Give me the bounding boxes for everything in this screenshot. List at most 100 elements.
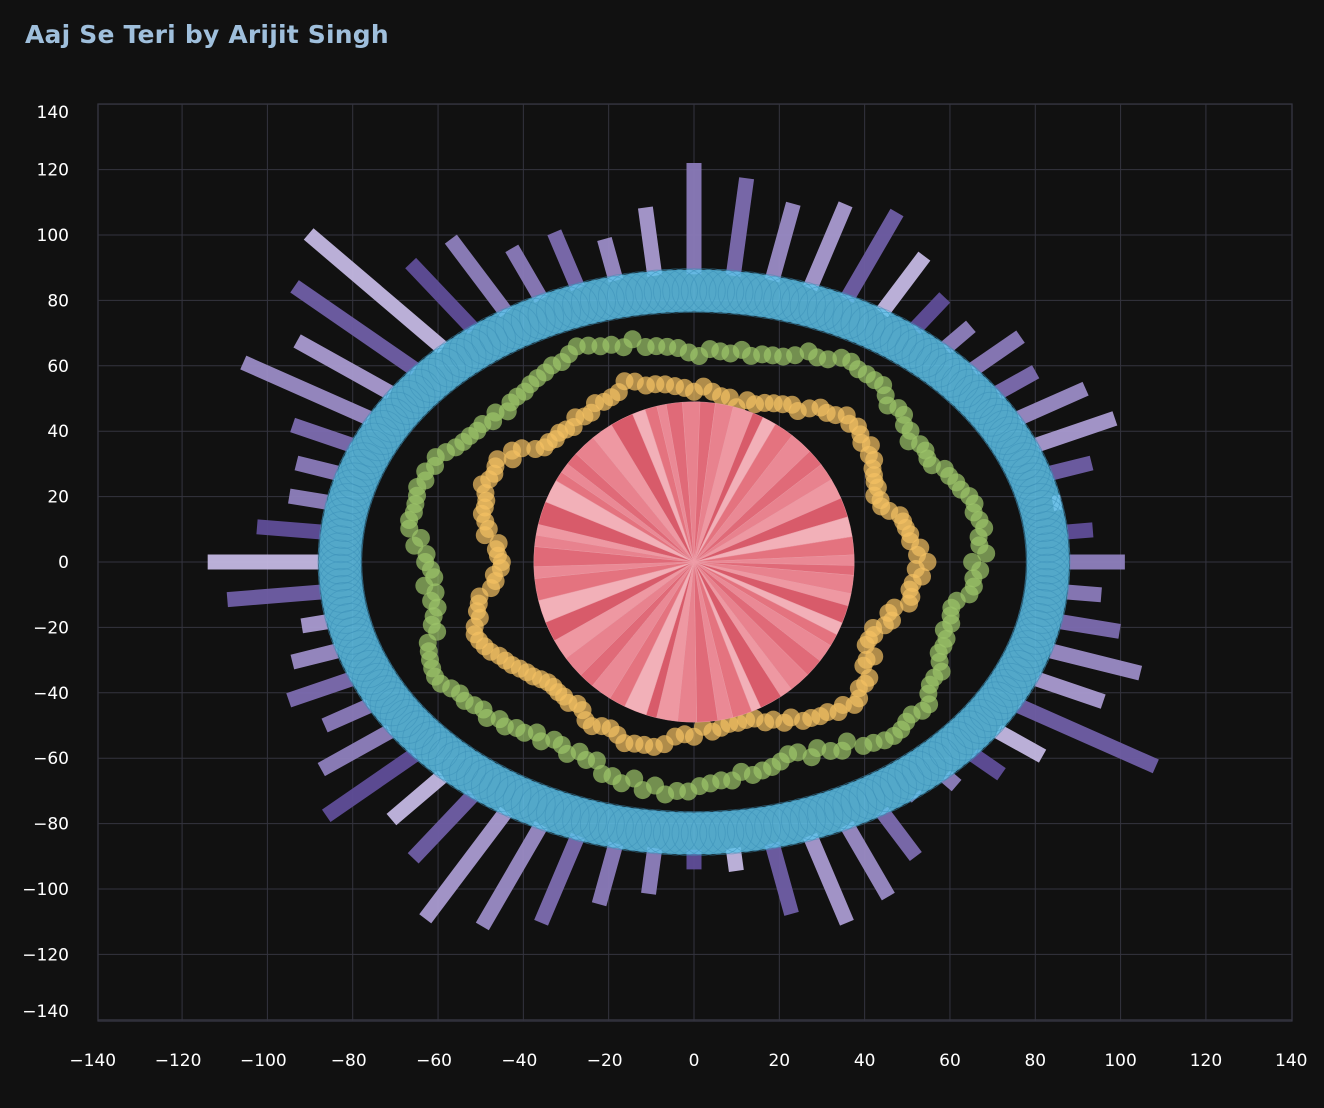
- radial-bar: [840, 208, 904, 303]
- blue-ring-point: [987, 416, 1032, 462]
- radial-bar: [840, 821, 895, 901]
- radial-bar: [303, 228, 448, 354]
- blue-ring-point: [1019, 490, 1065, 535]
- radial-bar: [300, 614, 329, 634]
- radial-bar: [725, 177, 755, 277]
- ring-dot: [532, 732, 551, 751]
- blue-ring-point: [815, 291, 861, 337]
- chart-title: Aaj Se Teri by Arijit Singh: [25, 20, 389, 49]
- blue-ring-point: [625, 270, 671, 316]
- blue-ring-point: [887, 754, 932, 800]
- blue-ring-point: [463, 320, 509, 365]
- blue-ring-point: [1025, 546, 1071, 592]
- ring-dot: [788, 743, 807, 762]
- blue-ring-point: [616, 807, 662, 853]
- blue-ring-point: [427, 342, 473, 388]
- blue-ring-point: [321, 582, 367, 627]
- radial-bar: [505, 244, 548, 303]
- blue-ring-point: [323, 490, 369, 535]
- blue-ring-point: [634, 269, 680, 315]
- blue-ring-point: [471, 315, 516, 361]
- blue-ring-point: [634, 809, 680, 855]
- blue-ring-point: [494, 304, 540, 350]
- radial-bar: [641, 847, 663, 895]
- y-axis-ticks: 140 120 100 80 60 40 20 0 −20 −40 −60 −80 −100 −120 −1…: [22, 103, 69, 1022]
- blue-ring-point: [982, 410, 1028, 455]
- blue-ring-point: [317, 539, 363, 585]
- radial-bar: [321, 748, 420, 822]
- x-tick-label: 0: [689, 1051, 700, 1071]
- radial-bar: [909, 292, 951, 335]
- green-ring: [400, 330, 996, 804]
- x-tick-label: 20: [768, 1051, 790, 1071]
- x-tick-label: 80: [1024, 1051, 1046, 1071]
- blue-ring-point: [337, 630, 383, 675]
- blue-ring-point: [1025, 532, 1071, 578]
- blue-ring-point: [369, 397, 415, 443]
- blue-ring-point: [824, 294, 869, 340]
- blue-ring-point: [519, 784, 564, 830]
- blue-ring-point: [379, 385, 425, 431]
- blue-ring-point: [352, 422, 397, 468]
- blue-ring-point: [928, 352, 974, 398]
- blue-ring-band: [318, 269, 1070, 855]
- blue-ring-point: [317, 546, 363, 592]
- blue-ring-point: [1008, 623, 1054, 669]
- blue-ring-point: [360, 669, 406, 714]
- blue-ring-point: [1019, 589, 1065, 634]
- radial-bar: [256, 519, 322, 540]
- blue-ring-point: [544, 286, 590, 332]
- blue-ring: [317, 268, 1071, 856]
- blue-ring-point: [334, 623, 380, 669]
- ring-dot: [799, 342, 818, 361]
- blue-ring-point: [798, 286, 844, 332]
- blue-ring-point: [745, 274, 791, 319]
- blue-ring-point: [643, 269, 689, 314]
- blue-ring-point: [625, 808, 671, 854]
- blue-ring-point: [940, 363, 986, 409]
- blue-ring-point: [879, 759, 925, 804]
- radial-bar: [1059, 614, 1121, 639]
- radial-bar: [994, 724, 1047, 763]
- blue-ring-point: [356, 662, 401, 708]
- blue-ring-point: [915, 736, 961, 782]
- blue-ring-point: [536, 790, 581, 836]
- blue-ring-point: [434, 337, 480, 383]
- blue-ring-point: [887, 324, 932, 370]
- blue-ring-point: [421, 347, 467, 393]
- yellow-ring: [465, 372, 937, 756]
- radial-bar: [994, 365, 1040, 400]
- blue-ring-point: [364, 675, 410, 721]
- blue-ring-point: [402, 715, 448, 761]
- blue-ring-point: [726, 271, 772, 317]
- x-tick-label: −120: [155, 1051, 202, 1071]
- blue-ring-point: [332, 616, 377, 662]
- ring-dot: [515, 723, 534, 742]
- radial-bar: [240, 355, 372, 425]
- blue-ring-point: [597, 805, 643, 850]
- blue-ring-point: [690, 268, 735, 314]
- radial-bar: [294, 455, 339, 481]
- blue-ring-point: [562, 281, 607, 327]
- blue-ring-point: [1013, 469, 1059, 515]
- blue-ring-point: [348, 649, 393, 695]
- radial-bar: [293, 334, 394, 400]
- blue-ring-point: [653, 810, 698, 856]
- x-axis-ticks: −140 −120 −100 −80 −60 −40 −20 0 20 40 60 80 100 120 1…: [69, 1051, 1307, 1071]
- blue-ring-point: [553, 283, 599, 329]
- x-tick-label: 40: [854, 1051, 876, 1071]
- blue-ring-point: [374, 391, 420, 437]
- radial-bar: [444, 234, 513, 318]
- blue-ring-point: [434, 741, 480, 787]
- blue-ring-point: [527, 291, 573, 337]
- blue-ring-point: [1017, 596, 1063, 641]
- radial-bars: [207, 163, 1159, 931]
- blue-ring-point: [940, 715, 986, 761]
- radial-bar: [547, 229, 585, 292]
- pie-slice: [682, 401, 701, 563]
- blue-ring-point: [789, 795, 835, 841]
- blue-ring-point: [1002, 636, 1047, 682]
- blue-ring-point: [478, 311, 524, 357]
- ring-dot: [885, 598, 904, 617]
- radial-bar: [637, 206, 663, 277]
